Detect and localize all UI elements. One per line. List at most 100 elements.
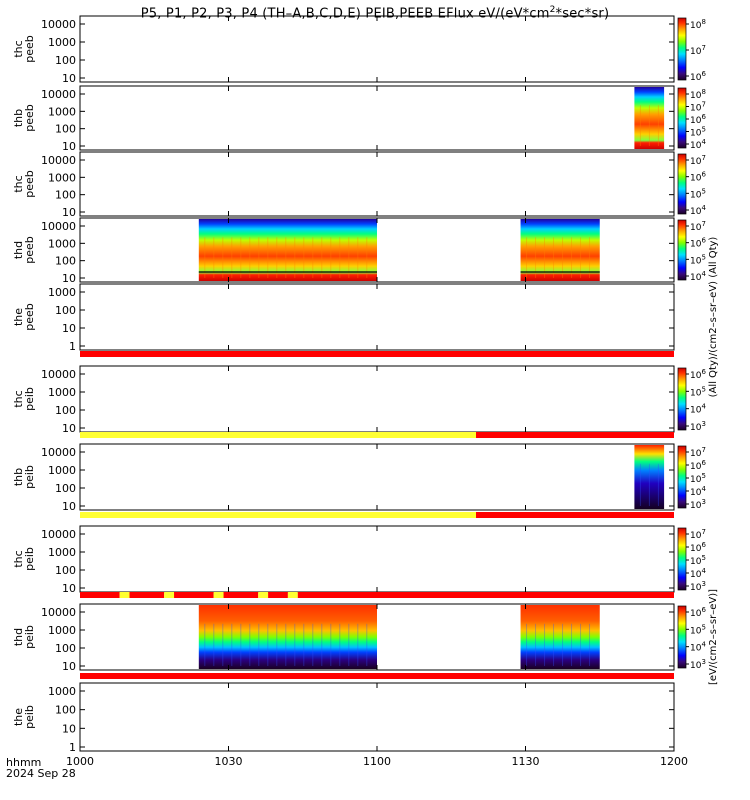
flag-segment <box>80 673 674 679</box>
x-tick-label: 1030 <box>215 755 243 768</box>
spectrogram-block <box>634 445 665 509</box>
colorbar-tick-label: 105 <box>690 187 706 200</box>
flag-segment <box>80 432 476 438</box>
colorbar-exponent: 3 <box>701 658 705 666</box>
y-axis-label: the <box>12 708 25 726</box>
y-axis-label: peib <box>23 465 36 489</box>
y-tick-label: 10000 <box>41 528 76 541</box>
colorbar-tick-label: 106 <box>690 70 706 83</box>
y-axis-label: peeb <box>23 303 36 331</box>
title-superscript: 2 <box>549 5 556 15</box>
spectrogram-block <box>198 219 377 281</box>
y-tick-label: 100 <box>55 54 76 67</box>
date-label: 2024 Sep 28 <box>6 767 76 780</box>
title-main: P5, P1, P2, P3, P4 (TH–A,B,C,D,E) PEIB,P… <box>140 6 550 22</box>
y-tick-label: 10 <box>62 206 76 219</box>
colorbar-exponent: 7 <box>701 44 705 52</box>
y-tick-label: 10 <box>62 272 76 285</box>
colorbar-exponent: 4 <box>701 641 706 649</box>
colorbar-tick-label: 106 <box>690 541 706 554</box>
y-axis-label: thb <box>12 109 25 127</box>
flag-segment <box>80 592 120 598</box>
colorbar-exponent: 3 <box>701 498 705 506</box>
spectrogram-block <box>520 605 600 669</box>
colorbar <box>677 219 687 281</box>
colorbar-tick-label: 106 <box>690 237 706 250</box>
y-axis-label: thd <box>12 241 25 259</box>
panel-frame <box>79 85 675 151</box>
flag-segment <box>174 592 214 598</box>
colorbar-exponent: 7 <box>701 101 705 109</box>
colorbar-tick-label: 106 <box>690 171 706 184</box>
colorbar-tick-label: 107 <box>690 528 706 541</box>
flag-segment <box>476 512 674 518</box>
y-tick-label: 100 <box>55 482 76 495</box>
flag-segment <box>268 592 288 598</box>
panel-frame <box>79 525 675 593</box>
colorbar-tick-label: 105 <box>690 554 706 567</box>
y-tick-label: 10000 <box>41 154 76 167</box>
title-tail: *sec*sr) <box>555 6 610 22</box>
colorbar-tick-label: 103 <box>690 580 706 593</box>
colorbar <box>677 527 687 591</box>
colorbar-exponent: 7 <box>701 154 705 162</box>
spectrogram-block <box>520 219 600 281</box>
flag-segment <box>476 432 674 438</box>
y-tick-label: 1000 <box>48 546 76 559</box>
colorbar-exponent: 4 <box>701 270 706 278</box>
colorbar-exponent: 6 <box>701 459 706 467</box>
y-tick-label: 10000 <box>41 220 76 233</box>
colorbar-exponent: 6 <box>701 237 706 245</box>
colorbar-exponent: 5 <box>701 126 705 134</box>
y-tick-label: 10 <box>62 322 76 335</box>
colorbar-exponent: 5 <box>701 554 705 562</box>
y-tick-label: 1 <box>69 340 76 353</box>
colorbar-exponent: 8 <box>701 18 705 26</box>
colorbar-exponent: 5 <box>701 187 705 195</box>
colorbar-tick-label: 104 <box>690 270 706 283</box>
x-tick-label: 1200 <box>660 755 688 768</box>
flag-segment <box>287 592 298 598</box>
y-axis-label: thc <box>12 390 25 407</box>
colorbar-tick-label: 104 <box>690 204 706 217</box>
y-tick-label: 1000 <box>48 624 76 637</box>
y-tick-label: 100 <box>55 189 76 202</box>
colorbar-exponent: 8 <box>701 88 705 96</box>
colorbar-tick-label: 105 <box>690 385 706 398</box>
colorbar-tick-label: 106 <box>690 368 706 381</box>
y-axis-label: peib <box>23 625 36 649</box>
flag-bar <box>80 432 674 438</box>
colorbar-tick-label: 104 <box>690 485 706 498</box>
y-tick-label: 1 <box>69 741 76 754</box>
colorbar-exponent: 4 <box>701 485 706 493</box>
colorbar-tick-label: 106 <box>690 113 706 126</box>
y-axis-label: thc <box>12 40 25 57</box>
colorbar-tick-label: 104 <box>690 403 706 416</box>
flag-segment <box>129 592 165 598</box>
y-tick-label: 10000 <box>41 88 76 101</box>
colorbar-exponent: 6 <box>701 368 706 376</box>
y-tick-label: 100 <box>55 704 76 717</box>
chart-title: P5, P1, P2, P3, P4 (TH–A,B,C,D,E) PEIB,P… <box>0 0 750 22</box>
y-tick-label: 1000 <box>48 105 76 118</box>
colorbar-tick-label: 106 <box>690 459 706 472</box>
y-tick-label: 1000 <box>48 386 76 399</box>
colorbar-tick-label: 107 <box>690 44 706 57</box>
flag-segment <box>213 592 224 598</box>
colorbar-exponent: 4 <box>701 204 706 212</box>
y-tick-label: 10000 <box>41 368 76 381</box>
flag-segment <box>223 592 259 598</box>
flag-segment <box>258 592 269 598</box>
flag-segment <box>80 351 674 357</box>
colorbar-tick-label: 104 <box>690 138 706 151</box>
colorbar-exponent: 6 <box>701 113 706 121</box>
colorbar-exponent: 7 <box>701 446 705 454</box>
colorbar-title: (All Qty)/(cm2–s–sr–eV) (All Qty) <box>708 237 719 398</box>
time-axis-label: hhmm <box>6 756 42 769</box>
